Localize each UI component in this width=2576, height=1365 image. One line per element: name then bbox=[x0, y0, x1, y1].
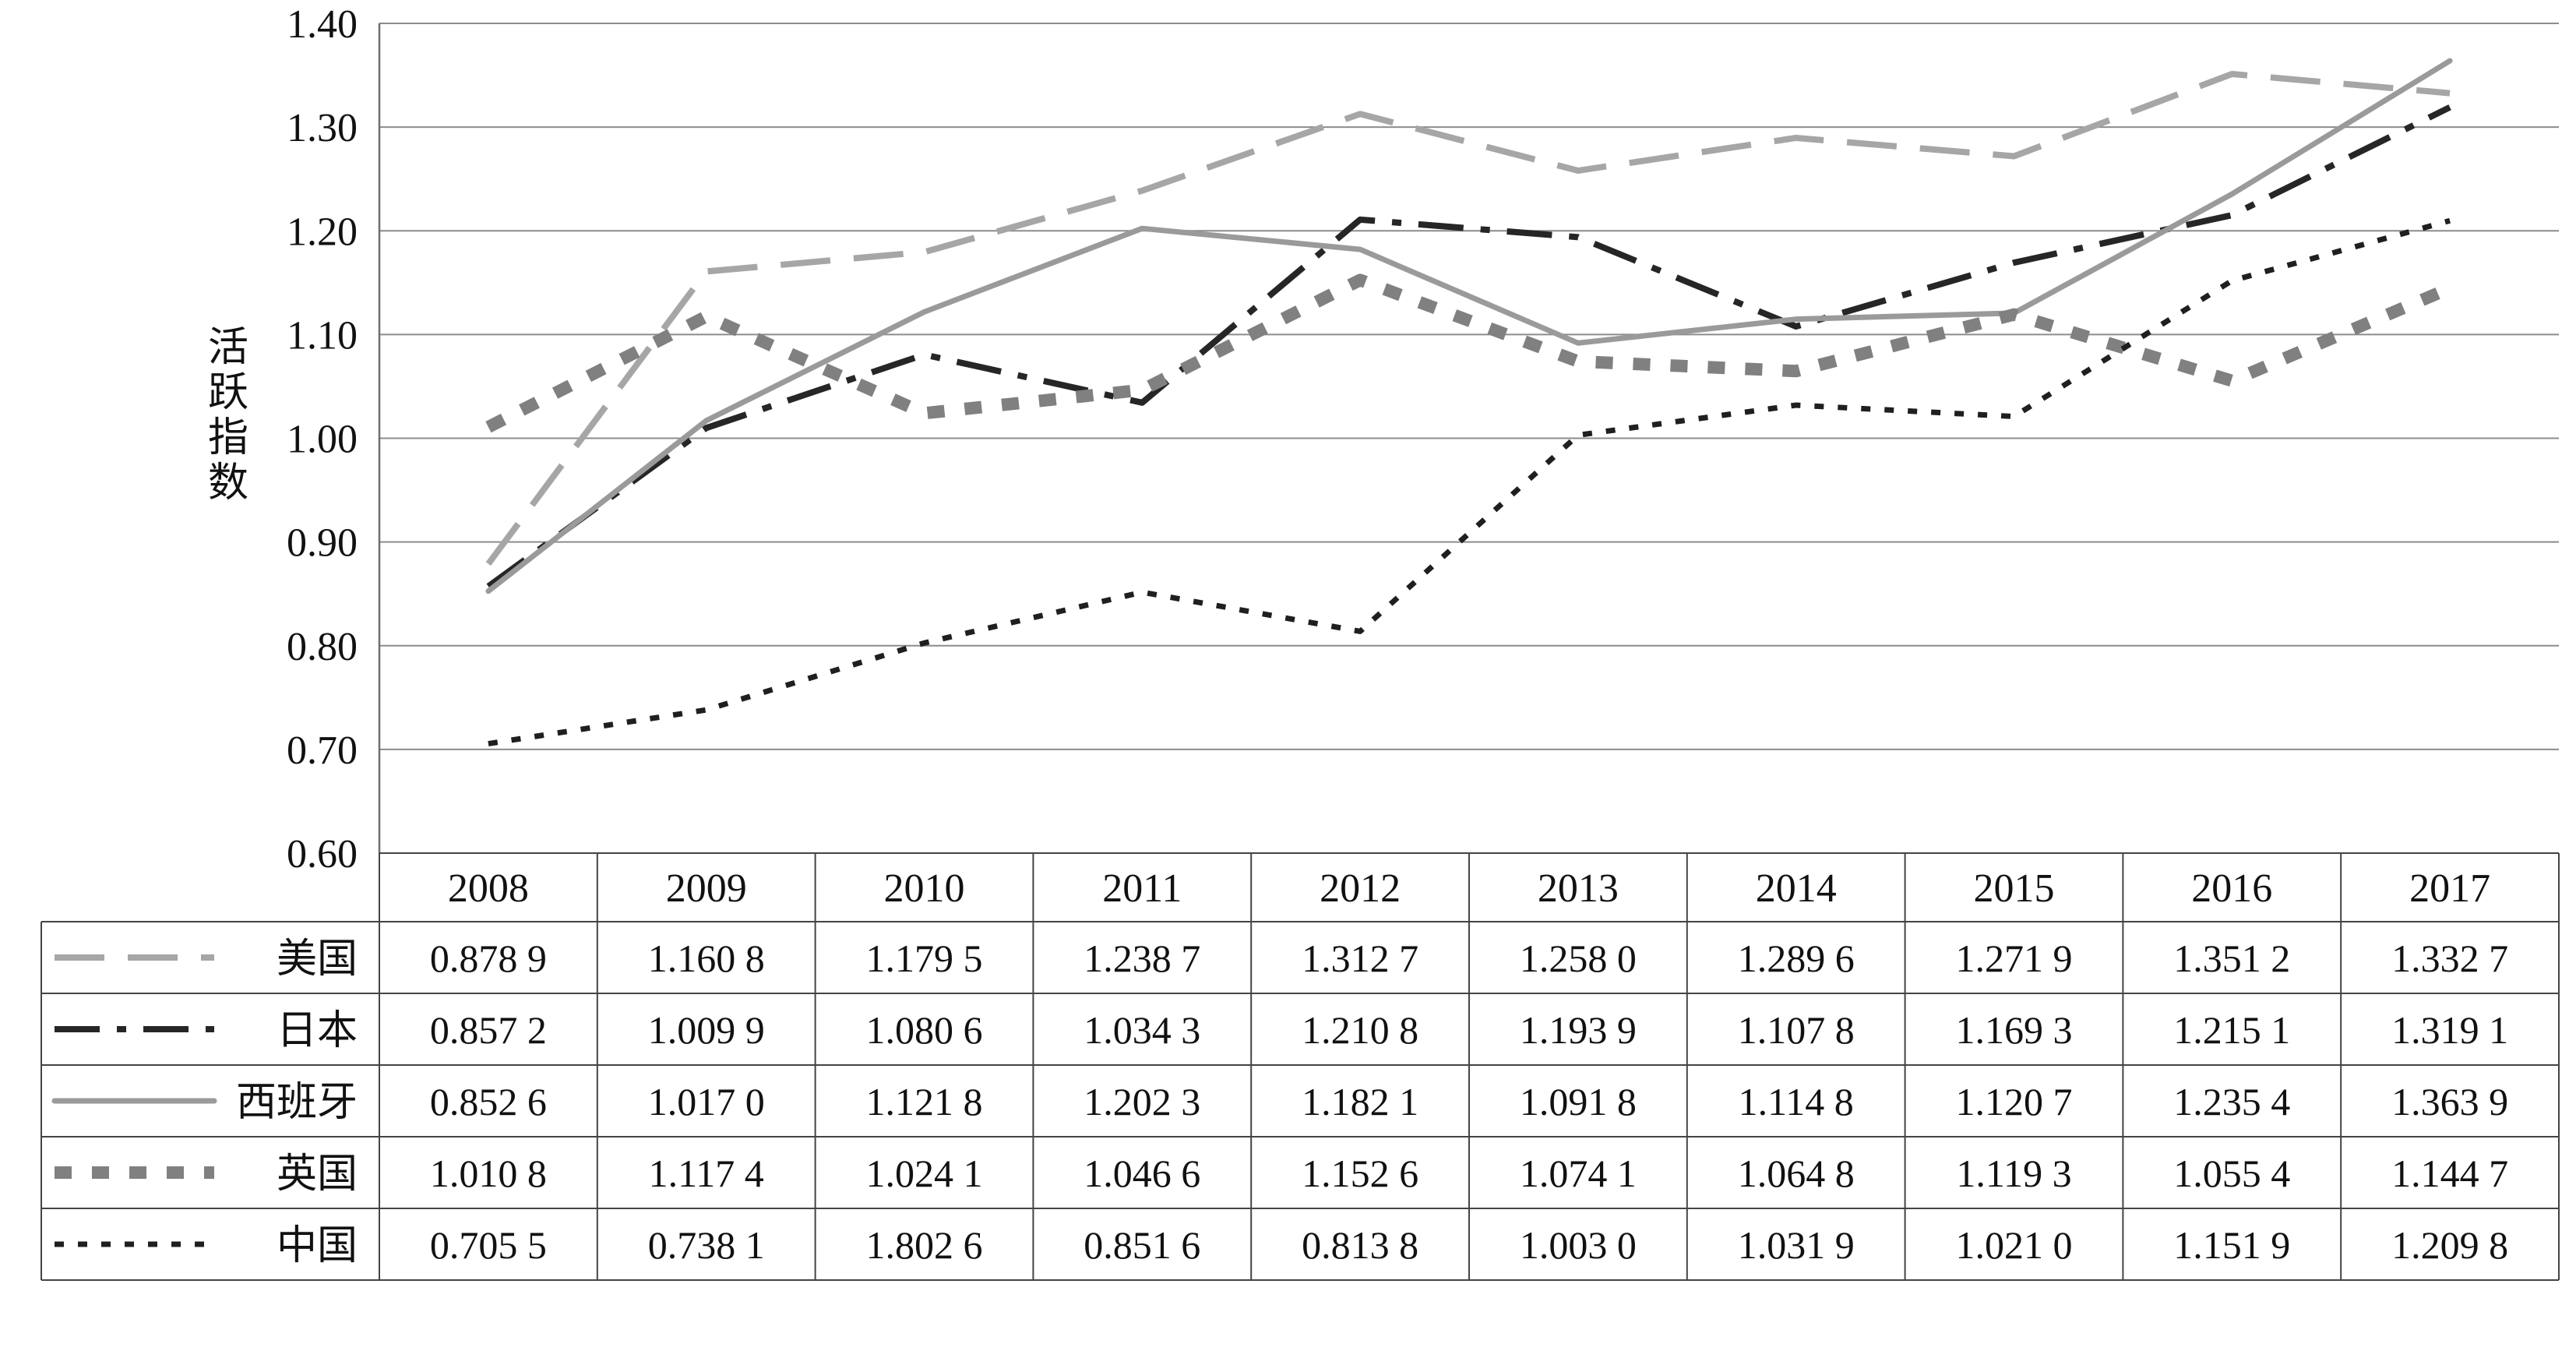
table-cell-value: 0.878 9 bbox=[430, 936, 547, 980]
y-tick-labels: 0.60 0.70 0.80 0.90 1.00 1.10 1.20 1.30 1.40 bbox=[287, 2, 358, 876]
table-cell-value: 1.003 0 bbox=[1520, 1223, 1637, 1267]
table-cell-value: 1.363 9 bbox=[2391, 1080, 2508, 1123]
table-cell-value: 1.202 3 bbox=[1084, 1080, 1200, 1123]
table-cell-value: 0.738 1 bbox=[648, 1223, 765, 1267]
table-cell-value: 0.852 6 bbox=[430, 1080, 547, 1123]
table-cell-value: 1.055 4 bbox=[2173, 1152, 2290, 1195]
table-cell-value: 1.107 8 bbox=[1738, 1008, 1855, 1052]
series-lines bbox=[485, 58, 2453, 747]
table-cell-value: 1.121 8 bbox=[866, 1080, 983, 1123]
table-cell-value: 1.179 5 bbox=[866, 936, 983, 980]
table-cell-value: 1.074 1 bbox=[1520, 1152, 1637, 1195]
y-tick-label: 1.20 bbox=[287, 210, 358, 254]
x-tick-label: 2012 bbox=[1320, 866, 1401, 911]
table-cell-value: 1.319 1 bbox=[2391, 1008, 2508, 1052]
table-cell-value: 1.351 2 bbox=[2173, 936, 2290, 980]
table-cell-value: 1.120 7 bbox=[1956, 1080, 2073, 1123]
table-cell-value: 1.021 0 bbox=[1956, 1223, 2073, 1267]
table-cell-value: 1.144 7 bbox=[2391, 1152, 2508, 1195]
y-tick-label: 1.30 bbox=[287, 106, 358, 150]
y-tick-label: 0.80 bbox=[287, 625, 358, 669]
x-tick-label: 2013 bbox=[1538, 866, 1619, 911]
table-cell-value: 1.169 3 bbox=[1956, 1008, 2073, 1052]
table-cell-value: 1.010 8 bbox=[430, 1152, 547, 1195]
x-tick-label: 2017 bbox=[2409, 866, 2490, 911]
table-cell-value: 1.215 1 bbox=[2173, 1008, 2290, 1052]
y-tick-label: 1.40 bbox=[287, 2, 358, 47]
table-cell-value: 1.031 9 bbox=[1738, 1223, 1855, 1267]
table-cell-value: 1.802 6 bbox=[866, 1223, 983, 1267]
table-cell-value: 0.705 5 bbox=[430, 1223, 547, 1267]
legend-label: 中国 bbox=[277, 1222, 358, 1269]
series-line bbox=[486, 104, 2451, 589]
legend-label: 日本 bbox=[277, 1007, 358, 1054]
table-cell-value: 1.080 6 bbox=[866, 1008, 983, 1052]
y-tick-label: 0.60 bbox=[287, 832, 358, 876]
series-line bbox=[485, 70, 2451, 566]
y-tick-label: 1.10 bbox=[287, 313, 358, 358]
y-axis-label: 活跃指数 bbox=[208, 324, 248, 506]
legend-label: 西班牙 bbox=[236, 1079, 358, 1126]
table-cell-value: 1.235 4 bbox=[2173, 1080, 2290, 1123]
table-cell-value: 1.117 4 bbox=[649, 1152, 764, 1195]
y-axis-label-text: 活跃指数 bbox=[208, 324, 248, 506]
table-cell-value: 1.182 1 bbox=[1302, 1080, 1418, 1123]
y-tick-label: 1.00 bbox=[287, 418, 358, 462]
table-cell-value: 1.119 3 bbox=[1956, 1152, 2071, 1195]
data-table: 2008 2009 2010 2011 2012 2013 2014 2015 2016 2017… bbox=[41, 852, 2560, 1281]
table-cell-value: 1.034 3 bbox=[1084, 1008, 1200, 1052]
table-cell-value: 1.091 8 bbox=[1520, 1080, 1637, 1123]
x-tick-label: 2011 bbox=[1102, 866, 1182, 911]
table-cell-value: 1.238 7 bbox=[1084, 936, 1200, 980]
series-line bbox=[485, 273, 2453, 433]
series-line bbox=[485, 58, 2453, 594]
table-cell-value: 1.017 0 bbox=[648, 1080, 765, 1123]
table-cell-value: 0.857 2 bbox=[430, 1008, 547, 1052]
x-tick-label: 2016 bbox=[2191, 866, 2272, 911]
table-cell-value: 1.064 8 bbox=[1738, 1152, 1855, 1195]
table-cell-value: 1.193 9 bbox=[1520, 1008, 1637, 1052]
legend-label: 美国 bbox=[277, 936, 358, 982]
table-cell-value: 1.160 8 bbox=[648, 936, 765, 980]
table-cell-value: 1.209 8 bbox=[2391, 1223, 2508, 1267]
table-cell-value: 1.258 0 bbox=[1520, 936, 1637, 980]
table-cell-value: 1.312 7 bbox=[1302, 936, 1418, 980]
legend-label: 英国 bbox=[277, 1151, 358, 1197]
table-cell-value: 1.009 9 bbox=[648, 1008, 765, 1052]
y-tick-label: 0.70 bbox=[287, 728, 358, 773]
table-cell-value: 1.151 9 bbox=[2173, 1223, 2290, 1267]
table-cell-value: 1.210 8 bbox=[1302, 1008, 1418, 1052]
table-cell-value: 1.271 9 bbox=[1956, 936, 2073, 980]
x-tick-label: 2010 bbox=[884, 866, 965, 911]
table-cell-value: 1.332 7 bbox=[2391, 936, 2508, 980]
table-cell-value: 0.851 6 bbox=[1084, 1223, 1200, 1267]
x-tick-label: 2009 bbox=[666, 866, 747, 911]
table-cell-value: 1.114 8 bbox=[1739, 1080, 1854, 1123]
series-line bbox=[488, 217, 2451, 747]
x-tick-label: 2008 bbox=[448, 866, 529, 911]
table-cell-value: 1.289 6 bbox=[1738, 936, 1855, 980]
y-tick-label: 0.90 bbox=[287, 521, 358, 566]
table-cell-value: 0.813 8 bbox=[1302, 1223, 1418, 1267]
table-cell-value: 1.046 6 bbox=[1084, 1152, 1200, 1195]
table-cell-value: 1.024 1 bbox=[866, 1152, 983, 1195]
table-cell-value: 1.152 6 bbox=[1302, 1152, 1418, 1195]
x-tick-label: 2015 bbox=[1974, 866, 2055, 911]
gridlines bbox=[378, 23, 2559, 853]
x-tick-label: 2014 bbox=[1756, 866, 1837, 911]
